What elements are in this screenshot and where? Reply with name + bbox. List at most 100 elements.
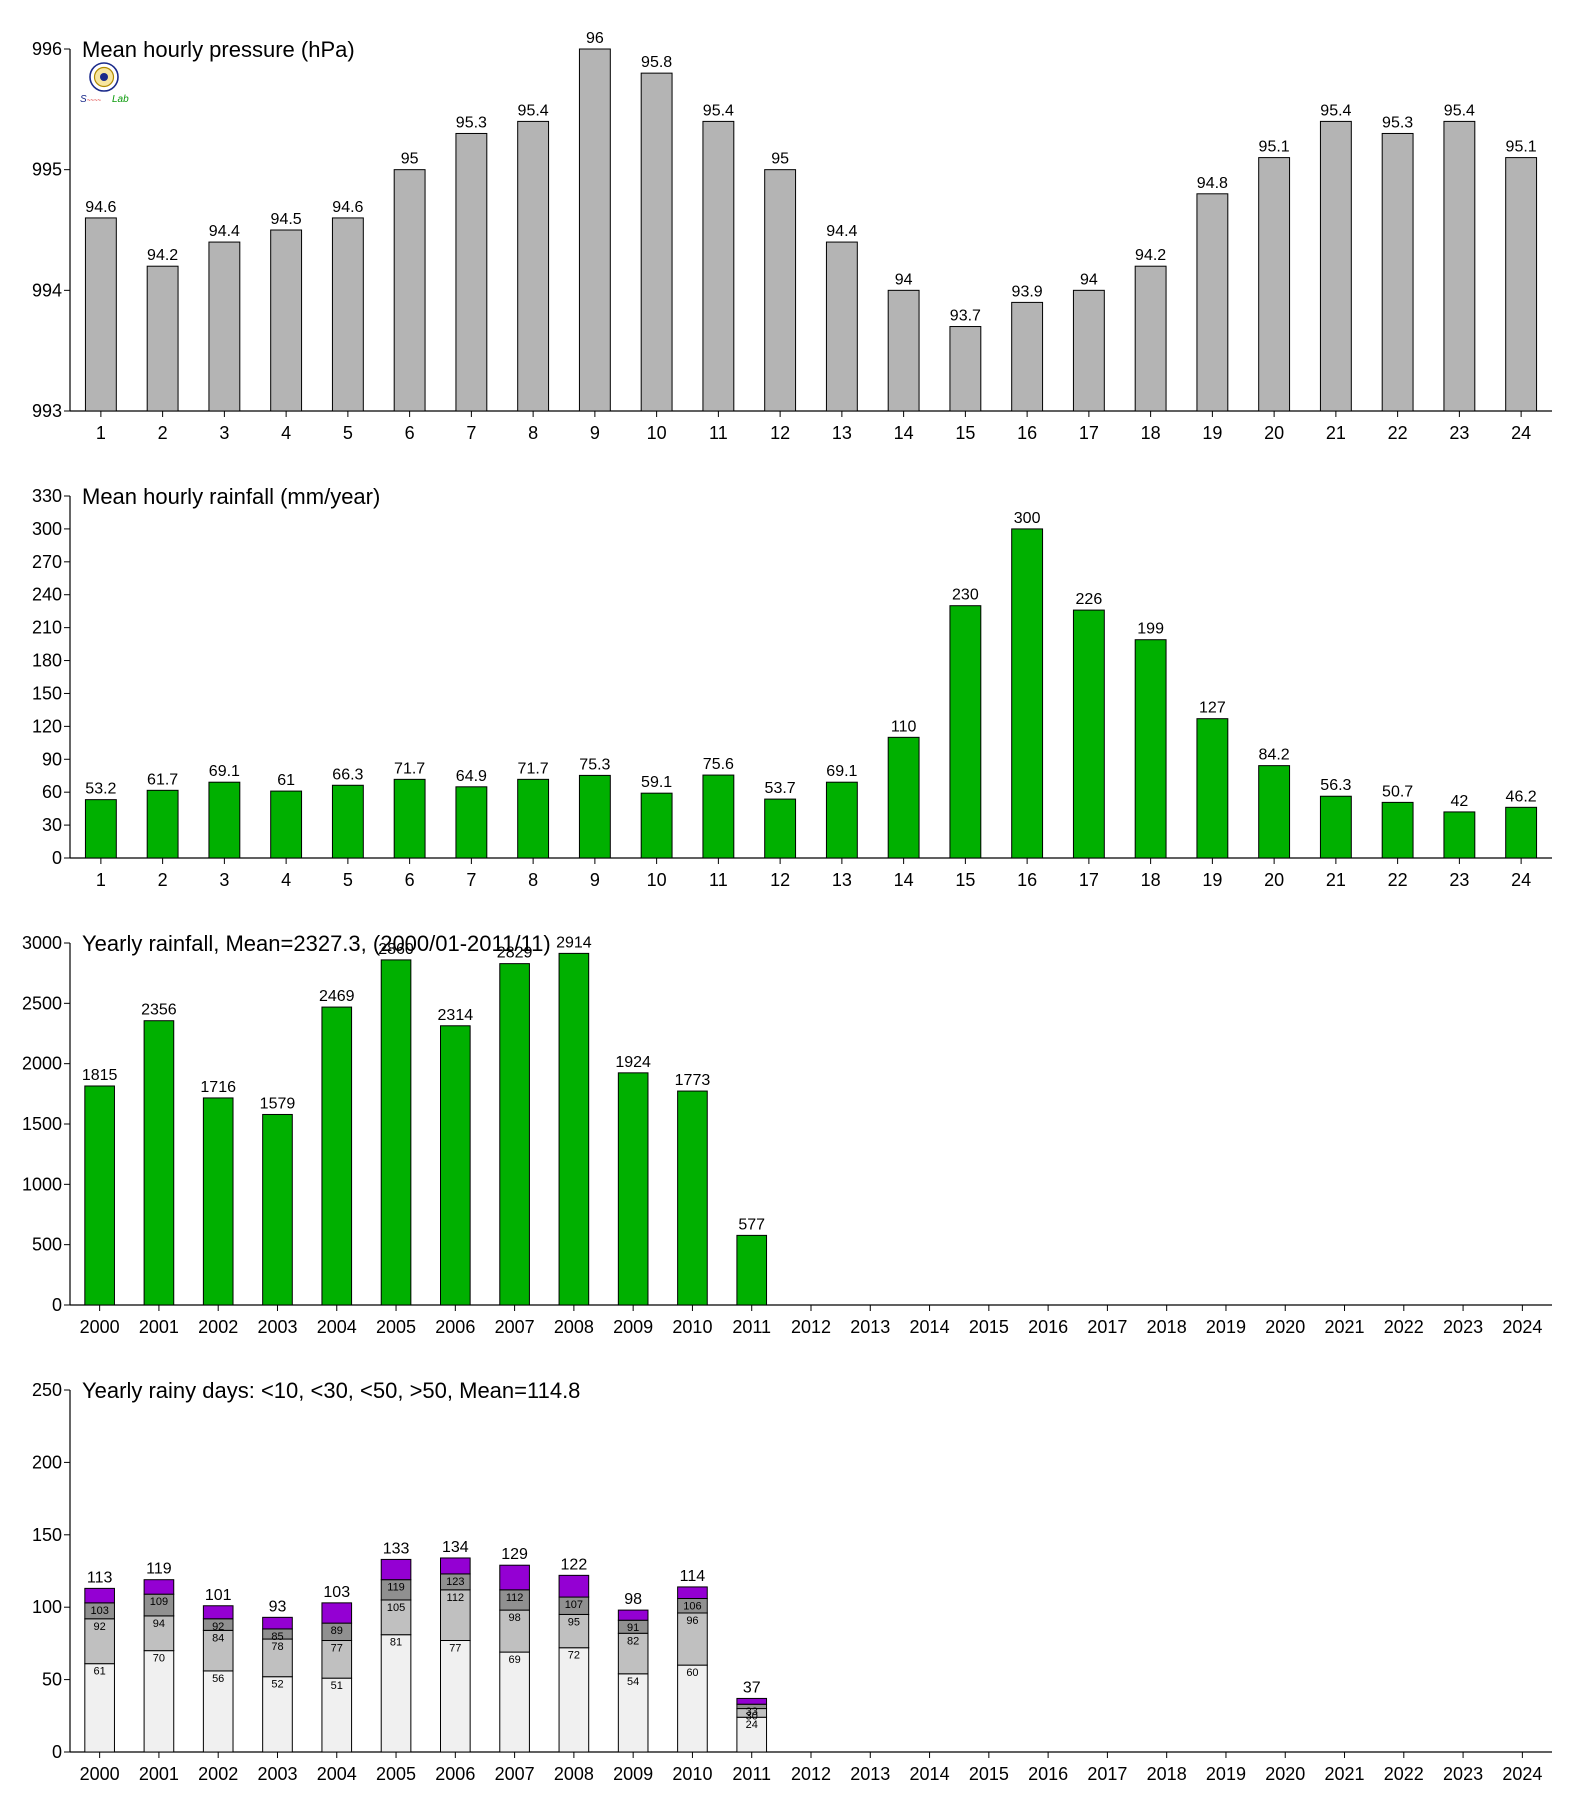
total-label-2002: 101 (205, 1587, 232, 1604)
lab-logo: S ~~~~ Lab (78, 60, 134, 108)
segment-label-2008: 72 (568, 1650, 580, 1662)
y-tick-label-rainy_days: 200 (32, 1452, 62, 1472)
segment-label-2011: 30 (746, 1711, 758, 1723)
bar-pressure-19 (1196, 193, 1229, 412)
value-label-pressure-6: 95 (401, 151, 419, 168)
bar-pressure-4 (270, 229, 303, 412)
y-tick-label-rainy_days: 150 (32, 1525, 62, 1545)
x-tick-label-hourly_rain: 4 (281, 870, 291, 890)
bar-pressure-17 (1072, 289, 1105, 412)
total-label-2005: 133 (383, 1540, 410, 1557)
x-tick-label-pressure: 13 (832, 423, 852, 443)
x-tick-label-hourly_rain: 11 (709, 870, 728, 890)
bar-segment-lt10-2007 (499, 1651, 530, 1753)
bar-hourly_rain-15 (949, 605, 982, 859)
bar-hourly_rain-1 (84, 799, 117, 859)
bar-segment-gt50-2002 (202, 1605, 234, 1620)
bar-segment-lt30-2002 (202, 1629, 234, 1672)
value-label-yearly_rain-2003: 1579 (260, 1095, 296, 1112)
y-tick-label-hourly_rain: 0 (52, 848, 62, 868)
value-label-pressure-23: 95.4 (1444, 102, 1475, 119)
y-tick-label-yearly_rain: 2500 (22, 993, 62, 1013)
bar-hourly_rain-19 (1196, 718, 1229, 859)
segment-label-2007: 112 (506, 1592, 524, 1604)
bar-segment-lt10-2000 (84, 1663, 115, 1753)
bar-hourly_rain-7 (455, 786, 488, 859)
value-label-hourly_rain-5: 66.3 (332, 766, 363, 783)
bar-pressure-18 (1134, 265, 1167, 412)
bar-pressure-3 (208, 241, 241, 412)
x-tick-label-rainy_days: 2009 (613, 1764, 653, 1784)
segment-label-2005: 105 (387, 1602, 405, 1614)
x-tick-label-pressure: 12 (770, 423, 790, 443)
y-tick-label-hourly_rain: 210 (32, 618, 62, 638)
x-tick-label-hourly_rain: 2 (158, 870, 168, 890)
x-tick-label-yearly_rain: 2020 (1265, 1317, 1305, 1337)
bar-segment-gt50-2010 (677, 1586, 708, 1600)
y-tick-label-rainy_days: 100 (32, 1597, 62, 1617)
chart-title-hourly_rain: Mean hourly rainfall (mm/year) (82, 484, 380, 509)
bar-hourly_rain-14 (887, 736, 920, 859)
segment-label-2008: 107 (565, 1599, 583, 1611)
x-tick-label-yearly_rain: 2011 (732, 1317, 771, 1337)
bar-segment-gt50-2008 (558, 1574, 590, 1598)
x-tick-label-hourly_rain: 3 (219, 870, 229, 890)
bar-pressure-5 (331, 217, 364, 412)
value-label-hourly_rain-7: 64.9 (456, 768, 487, 785)
segment-label-2004: 89 (331, 1625, 343, 1637)
bar-hourly_rain-22 (1381, 801, 1414, 859)
bar-segment-lt30-2010 (677, 1612, 708, 1666)
y-tick-label-hourly_rain: 300 (32, 519, 62, 539)
x-tick-label-yearly_rain: 2015 (969, 1317, 1009, 1337)
segment-label-2001: 70 (153, 1653, 165, 1665)
total-label-2001: 119 (146, 1561, 172, 1578)
x-tick-label-pressure: 4 (281, 423, 291, 443)
segment-label-2000: 61 (94, 1666, 106, 1678)
bar-segment-lt30-2007 (499, 1609, 530, 1653)
value-label-pressure-7: 95.3 (456, 114, 487, 131)
x-tick-label-hourly_rain: 5 (343, 870, 353, 890)
x-tick-label-pressure: 20 (1264, 423, 1284, 443)
x-tick-label-rainy_days: 2002 (198, 1764, 238, 1784)
segment-label-2011: 33 (746, 1706, 758, 1718)
value-label-pressure-8: 95.4 (518, 102, 549, 119)
bar-segment-lt30-2006 (440, 1589, 471, 1642)
bar-hourly_rain-23 (1443, 811, 1476, 859)
x-tick-label-hourly_rain: 18 (1141, 870, 1161, 890)
value-label-hourly_rain-12: 53.7 (765, 780, 796, 797)
value-label-pressure-12: 95 (771, 151, 789, 168)
y-tick-label-pressure: 994 (32, 280, 62, 300)
x-tick-label-rainy_days: 2013 (850, 1764, 890, 1784)
bar-segment-gt50-2004 (321, 1602, 353, 1624)
x-tick-label-yearly_rain: 2024 (1502, 1317, 1542, 1337)
segment-label-2006: 112 (447, 1592, 465, 1604)
value-label-yearly_rain-2000: 1815 (82, 1067, 118, 1084)
total-label-2010: 114 (680, 1568, 706, 1585)
bar-hourly_rain-20 (1258, 765, 1291, 859)
value-label-hourly_rain-6: 71.7 (394, 760, 425, 777)
x-tick-label-yearly_rain: 2010 (672, 1317, 712, 1337)
x-tick-label-hourly_rain: 7 (466, 870, 476, 890)
x-tick-label-yearly_rain: 2022 (1384, 1317, 1424, 1337)
bar-segment-gt50-2001 (143, 1579, 175, 1595)
y-tick-label-hourly_rain: 90 (42, 749, 62, 769)
value-label-pressure-14: 94 (895, 271, 913, 288)
x-tick-label-hourly_rain: 14 (894, 870, 914, 890)
value-label-pressure-16: 93.9 (1012, 283, 1043, 300)
x-tick-label-rainy_days: 2015 (969, 1764, 1009, 1784)
x-tick-label-rainy_days: 2014 (910, 1764, 950, 1784)
segment-label-2003: 52 (271, 1679, 283, 1691)
y-tick-label-yearly_rain: 2000 (22, 1054, 62, 1074)
segment-label-2005: 119 (387, 1582, 405, 1594)
bar-hourly_rain-24 (1505, 806, 1538, 859)
value-label-hourly_rain-21: 56.3 (1320, 777, 1351, 794)
value-label-pressure-21: 95.4 (1320, 102, 1351, 119)
x-tick-label-rainy_days: 2020 (1265, 1764, 1305, 1784)
bar-segment-lt10-2005 (380, 1634, 412, 1753)
x-tick-label-rainy_days: 2005 (376, 1764, 416, 1784)
bar-segment-lt10-2003 (262, 1676, 293, 1753)
x-tick-label-yearly_rain: 2019 (1206, 1317, 1246, 1337)
bar-hourly_rain-17 (1072, 609, 1105, 859)
bar-hourly_rain-10 (640, 792, 673, 859)
x-tick-label-rainy_days: 2008 (554, 1764, 594, 1784)
